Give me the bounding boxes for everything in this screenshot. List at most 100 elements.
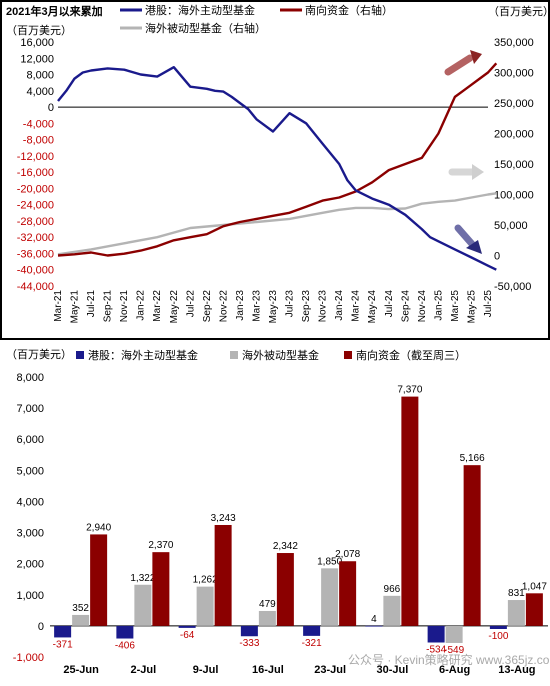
bar-0 — [116, 625, 134, 639]
top-x-tick-label: Jan-23 — [235, 290, 246, 321]
bar-value-label: -333 — [239, 638, 259, 649]
top-x-tick-label: Jul-21 — [86, 290, 97, 318]
bar-1 — [196, 586, 214, 626]
bar-value-label: 831 — [508, 588, 525, 599]
bar-value-label: 479 — [259, 599, 276, 610]
top-x-tick-label: Nov-22 — [218, 290, 229, 323]
top-x-tick-label: May-25 — [466, 290, 477, 324]
bar-2 — [276, 553, 294, 626]
legend-swatch-southbound — [344, 351, 352, 359]
legend-label-southbound: 南向资金（右轴） — [305, 3, 393, 17]
bottom-x-label: 23-Jul — [314, 664, 346, 676]
bar-value-label: -321 — [302, 638, 322, 649]
legend-bottom-southbound: 南向资金（截至周三） — [356, 348, 466, 362]
top-x-tick-label: Jul-23 — [285, 290, 296, 318]
top-left-tick-label: -40,000 — [17, 265, 54, 277]
top-right-tick-label: 300,000 — [494, 68, 534, 80]
bottom-y-tick-label: 5,000 — [16, 465, 44, 477]
top-right-axis-ticks: 350,000 300,000 250,000 200,000 150,000 100,0… — [494, 37, 534, 293]
top-x-tick-label: Mar-21 — [53, 290, 64, 322]
bottom-unit-label: （百万美元） — [6, 348, 72, 361]
bar-value-label: 352 — [72, 603, 89, 614]
top-x-tick-label: May-24 — [367, 290, 378, 324]
bar-value-label: 1,322 — [130, 573, 155, 584]
bar-value-label: 4 — [371, 614, 377, 625]
bar-value-label: -406 — [115, 641, 135, 652]
bar-value-label: 2,342 — [273, 541, 298, 552]
arrow-passive-right — [448, 164, 484, 180]
top-left-axis-ticks: 16,000 12,000 8,000 4,000 0 -4,000 -8,000 -12,0… — [17, 37, 54, 293]
top-x-tick-label: Mar-22 — [152, 290, 163, 322]
top-x-tick-label: Jul-24 — [384, 290, 395, 318]
bar-value-label: 1,850 — [317, 556, 342, 567]
top-right-tick-label: 150,000 — [494, 159, 534, 171]
watermark-text: 公众号 · Kevin策略研究 www.365jz.com — [348, 652, 550, 667]
bar-1 — [321, 568, 339, 626]
bar-value-label: -534 — [426, 645, 446, 656]
top-series-line-2 — [57, 192, 497, 256]
legend-label-passive: 海外被动型基金（右轴） — [145, 21, 266, 35]
top-series-line-1 — [57, 62, 498, 257]
top-x-tick-label: Sep-22 — [202, 290, 213, 323]
bar-value-label: 1,047 — [522, 581, 547, 592]
top-x-tick-label: Jan-24 — [334, 290, 345, 321]
bar-value-label: 1,262 — [193, 575, 218, 586]
bottom-y-tick-label: 2,000 — [16, 559, 44, 571]
top-right-tick-label: 350,000 — [494, 37, 534, 49]
bottom-x-label: 2-Jul — [131, 664, 157, 676]
top-x-axis-ticks: Mar-21 May-21 Jul-21 Sep-21 Nov-21 Jan-22 Mar-… — [53, 290, 494, 324]
bottom-y-tick-label: 1,000 — [16, 590, 44, 602]
top-right-tick-label: 200,000 — [494, 129, 534, 141]
top-left-tick-label: 16,000 — [20, 37, 54, 49]
top-left-tick-label: -12,000 — [17, 151, 54, 163]
top-left-tick-label: 8,000 — [26, 70, 54, 82]
bar-0 — [303, 625, 321, 636]
legend-swatch-passive — [230, 351, 238, 359]
bottom-y-tick-label: -1,000 — [13, 652, 44, 664]
top-right-unit: （百万美元） — [488, 5, 550, 18]
bar-1 — [72, 614, 90, 626]
top-right-tick-label: 0 — [494, 251, 500, 263]
legend-swatch-active — [76, 351, 84, 359]
bar-value-label: 3,243 — [211, 513, 236, 524]
bottom-y-tick-label: 8,000 — [16, 372, 44, 384]
bottom-x-label: 6-Aug — [439, 664, 470, 676]
top-x-tick-label: Mar-25 — [450, 290, 461, 322]
top-series-group — [57, 62, 498, 271]
bottom-x-label: 30-Jul — [376, 664, 408, 676]
top-right-tick-label: 100,000 — [494, 190, 534, 202]
top-x-tick-label: Jan-22 — [136, 290, 147, 321]
top-right-tick-label: 50,000 — [494, 220, 528, 232]
bottom-y-tick-label: 6,000 — [16, 434, 44, 446]
top-left-tick-label: 0 — [48, 102, 54, 114]
bar-1 — [383, 595, 401, 626]
bar-2 — [401, 396, 419, 626]
top-x-tick-label: May-22 — [169, 290, 180, 324]
bottom-bars-group: -371 352 2,940 -406 1,322 2,370 -64 1,262 3,243 -… — [53, 385, 548, 656]
bar-value-label: 2,940 — [86, 522, 111, 533]
bottom-x-axis-labels: 25-Jun 2-Jul 9-Jul 16-Jul 23-Jul 30-Jul 6-Aug 1… — [63, 664, 535, 676]
top-x-tick-label: May-21 — [70, 290, 81, 324]
bar-0 — [489, 625, 507, 629]
top-left-tick-label: 12,000 — [20, 53, 54, 65]
top-series-line-0 — [57, 65, 497, 271]
bar-2 — [90, 534, 108, 626]
bar-0 — [427, 625, 445, 643]
legend-label-active: 港股：海外主动型基金 — [145, 3, 255, 17]
top-left-tick-label: -28,000 — [17, 216, 54, 228]
top-left-unit: （百万美元） — [6, 24, 72, 37]
top-x-tick-label: Sep-21 — [103, 290, 114, 323]
bottom-x-label: 16-Jul — [252, 664, 284, 676]
bar-0 — [178, 625, 196, 628]
top-chart-title: 2021年3月以来累加 — [6, 4, 103, 18]
top-x-tick-label: Jul-25 — [483, 290, 494, 318]
bar-0 — [240, 625, 258, 637]
bar-value-label: 2,078 — [335, 549, 360, 560]
arrow-active-down — [454, 224, 482, 254]
top-x-tick-label: Jul-22 — [185, 290, 196, 318]
bottom-y-tick-label: 3,000 — [16, 528, 44, 540]
bar-2 — [463, 465, 481, 626]
top-x-tick-label: Mar-23 — [251, 290, 262, 322]
